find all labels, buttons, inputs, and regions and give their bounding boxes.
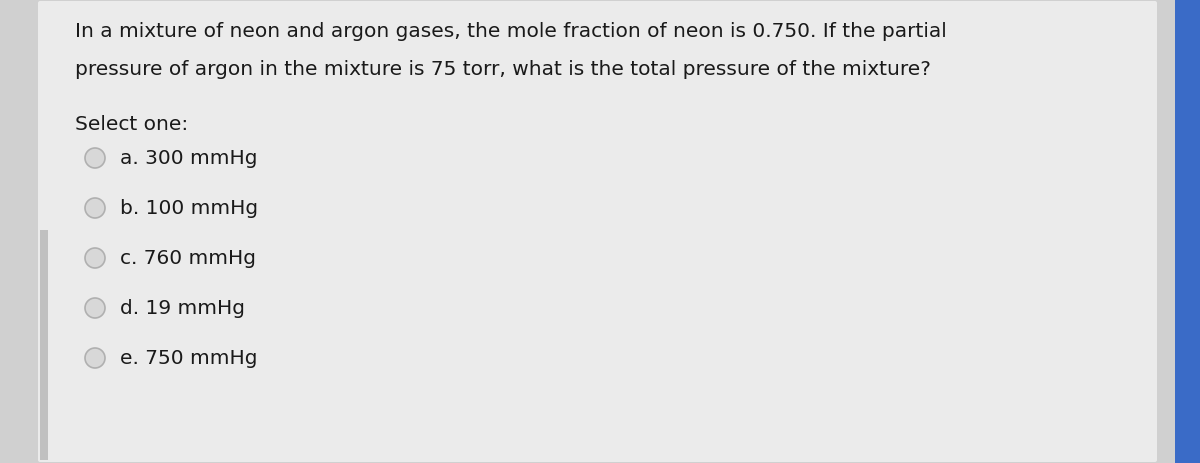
Circle shape	[85, 198, 106, 218]
Bar	[1175, 0, 1200, 463]
Text: a. 300 mmHg: a. 300 mmHg	[120, 149, 258, 168]
Text: pressure of argon in the mixture is 75 torr, what is the total pressure of the m: pressure of argon in the mixture is 75 t…	[74, 60, 931, 79]
Text: d. 19 mmHg: d. 19 mmHg	[120, 299, 245, 318]
Text: c. 760 mmHg: c. 760 mmHg	[120, 249, 256, 268]
FancyBboxPatch shape	[38, 1, 1157, 462]
Circle shape	[85, 348, 106, 368]
Circle shape	[85, 148, 106, 168]
Text: e. 750 mmHg: e. 750 mmHg	[120, 349, 258, 368]
Text: In a mixture of neon and argon gases, the mole fraction of neon is 0.750. If the: In a mixture of neon and argon gases, th…	[74, 22, 947, 41]
Text: b. 100 mmHg: b. 100 mmHg	[120, 199, 258, 218]
Text: Select one:: Select one:	[74, 115, 188, 134]
Circle shape	[85, 248, 106, 268]
Bar	[40, 230, 48, 460]
Circle shape	[85, 298, 106, 318]
